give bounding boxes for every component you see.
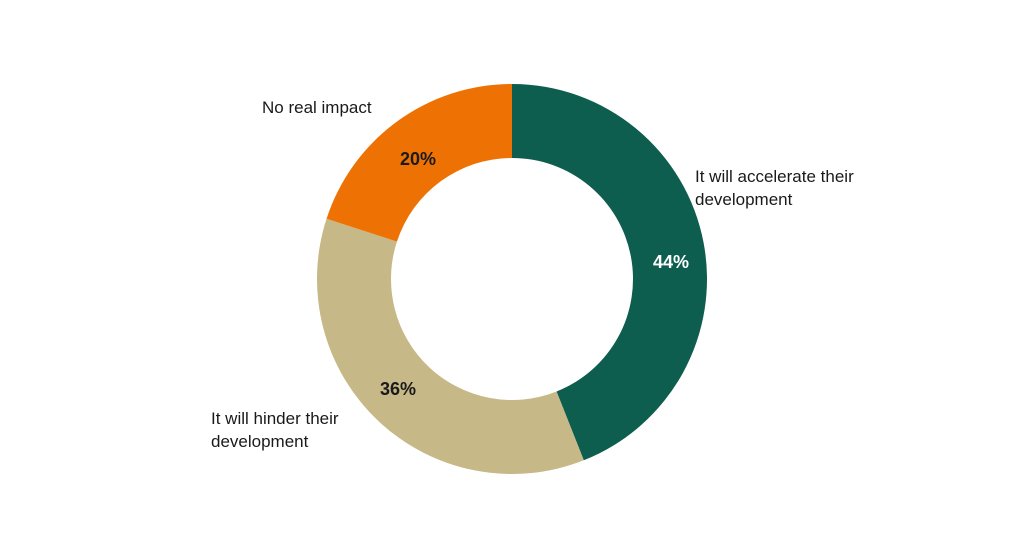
- donut-slice-2: [316, 218, 584, 475]
- category-label-2: It will hinder their development: [211, 409, 339, 451]
- donut-slice-1: [512, 84, 708, 461]
- category-label-line: It will accelerate their: [695, 167, 854, 186]
- value-label-2: 36%: [380, 379, 416, 399]
- category-label-line: No real impact: [262, 98, 372, 117]
- category-label-line: It will hinder their: [211, 409, 339, 428]
- category-label-1: It will accelerate their development: [695, 167, 854, 209]
- category-label-line: development: [695, 190, 793, 209]
- donut-slice-3: [326, 83, 512, 242]
- value-label-1: 44%: [653, 252, 689, 272]
- value-label-3: 20%: [400, 149, 436, 169]
- category-label-3: No real impact: [262, 98, 372, 117]
- category-label-line: development: [211, 432, 309, 451]
